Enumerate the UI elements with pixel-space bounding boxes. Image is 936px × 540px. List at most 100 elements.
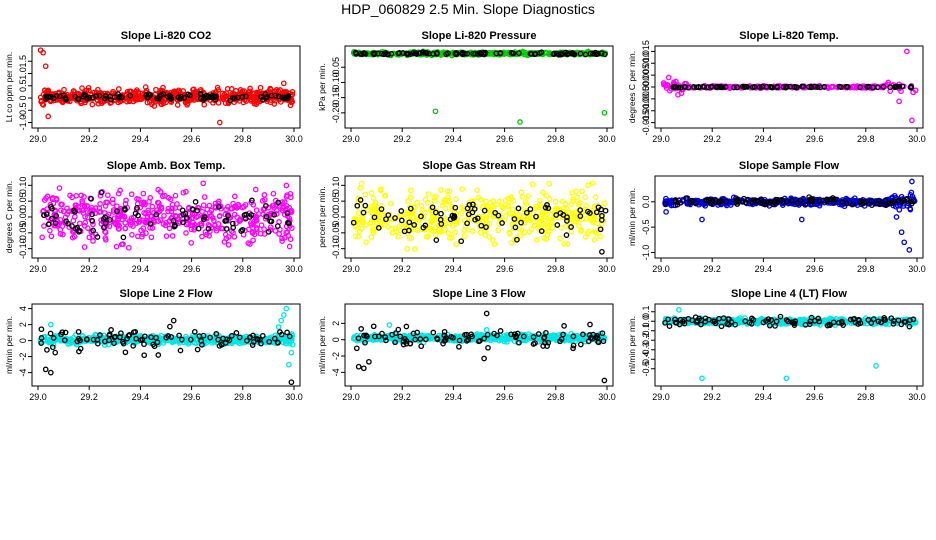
data-point (140, 199, 147, 206)
data-point (438, 187, 444, 193)
data-point (111, 334, 118, 341)
data-point (147, 220, 154, 227)
data-point (215, 336, 221, 343)
data-point (693, 84, 700, 91)
data-point (717, 198, 724, 204)
data-point (439, 202, 446, 209)
data-point (80, 93, 87, 100)
data-point (456, 337, 463, 344)
data-point (191, 222, 198, 228)
data-point (678, 90, 685, 97)
data-point (121, 205, 128, 212)
data-point (733, 198, 740, 205)
data-point (223, 226, 230, 232)
data-point (276, 231, 282, 237)
data-point (599, 212, 605, 219)
data-point (284, 229, 291, 235)
y-tick-label: 0.010 (641, 52, 651, 75)
data-point (56, 185, 63, 191)
data-point (275, 339, 281, 346)
data-point (199, 341, 205, 348)
data-point (580, 331, 586, 338)
data-point (355, 210, 362, 217)
data-point (446, 188, 453, 195)
y-tick-label: 0.000 (641, 76, 651, 99)
data-point (476, 338, 483, 344)
x-tick-label: 29.2 (393, 264, 411, 274)
data-point (153, 211, 160, 218)
data-point (197, 95, 204, 102)
data-point (147, 194, 154, 201)
x-tick-label: 29.2 (80, 264, 98, 274)
data-point (148, 234, 155, 241)
data-point (94, 340, 101, 347)
data-point (111, 340, 117, 347)
data-point (141, 341, 147, 348)
data-point (541, 235, 547, 241)
data-point (434, 335, 440, 342)
data-point (417, 336, 424, 342)
data-point (284, 213, 291, 219)
y-axis-label: ml/min per min. (4, 316, 14, 374)
data-point (48, 233, 55, 240)
data-point (407, 194, 414, 201)
data-point (477, 229, 484, 236)
data-point (185, 91, 192, 98)
x-tick-label: 29.8 (857, 134, 875, 144)
data-point (546, 196, 553, 202)
data-point (523, 209, 530, 216)
data-point (102, 338, 108, 345)
data-point (209, 94, 216, 100)
data-point (383, 216, 389, 223)
data-point (493, 50, 500, 57)
plot-frame (31, 45, 301, 129)
data-point (195, 225, 202, 232)
x-tick-label: 29.8 (547, 264, 565, 274)
data-point (577, 207, 584, 213)
data-point (898, 198, 905, 205)
data-point (582, 194, 589, 201)
series-hourly (38, 317, 295, 386)
x-tick-label: 29.6 (183, 134, 201, 144)
data-point (203, 337, 210, 344)
data-point (731, 84, 737, 91)
data-point (600, 338, 607, 345)
data-point (61, 86, 67, 93)
data-point (59, 201, 65, 208)
data-point (662, 201, 669, 208)
data-point (496, 198, 502, 205)
data-point (430, 329, 437, 336)
data-point (563, 206, 570, 212)
data-point (395, 233, 402, 240)
data-point (281, 199, 288, 205)
data-point (96, 92, 103, 99)
data-point (689, 197, 695, 204)
data-point (899, 83, 906, 90)
data-point (231, 233, 238, 240)
data-point (452, 229, 458, 236)
data-point (587, 321, 593, 328)
y-tick-label: 0.05 (331, 192, 341, 210)
data-point (705, 196, 712, 203)
data-point (115, 91, 121, 97)
data-point (518, 216, 525, 223)
data-point (783, 83, 790, 90)
y-tick-label: -4 (18, 369, 28, 377)
data-point (122, 225, 128, 232)
data-point (147, 92, 153, 98)
x-tick-label: 29.4 (132, 134, 150, 144)
data-point (558, 336, 565, 342)
data-point (681, 83, 688, 90)
data-point (371, 51, 378, 58)
data-point (263, 203, 269, 209)
data-point (274, 223, 281, 229)
data-point (557, 235, 563, 242)
data-point (370, 229, 377, 236)
data-point (253, 213, 260, 220)
data-point (362, 339, 368, 346)
x-tick-label: 29.4 (132, 264, 150, 274)
data-point (77, 345, 84, 352)
data-point (487, 51, 494, 57)
data-point (278, 317, 285, 324)
data-point (201, 101, 208, 108)
